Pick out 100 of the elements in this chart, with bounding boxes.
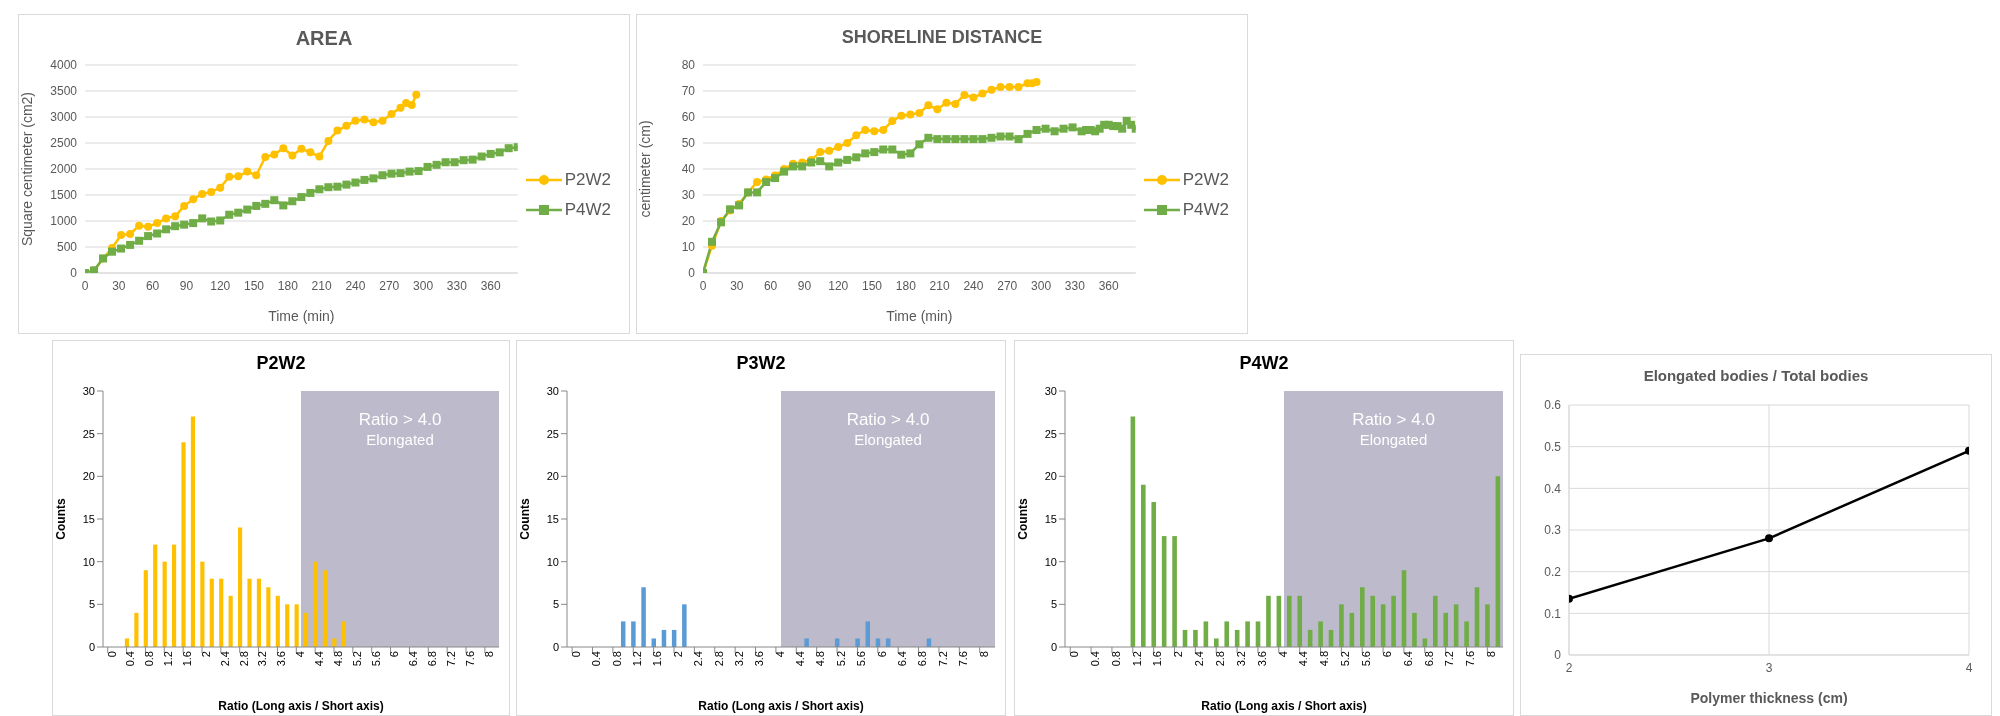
- x-tick-label: 4.8: [814, 651, 827, 667]
- y-tick-label: 25: [1044, 427, 1057, 440]
- point: [207, 217, 216, 226]
- point: [924, 101, 933, 110]
- point: [162, 225, 171, 234]
- y-tick-label: 10: [82, 555, 95, 568]
- x-axis-title: Ratio (Long axis / Short axis): [698, 698, 864, 713]
- y-tick-label: 0.1: [1544, 606, 1562, 621]
- point: [870, 127, 879, 136]
- point: [225, 210, 234, 219]
- bar: [266, 587, 271, 647]
- point: [897, 150, 906, 159]
- bar: [1360, 587, 1365, 647]
- point: [816, 148, 825, 157]
- point: [369, 174, 378, 183]
- point: [960, 135, 969, 144]
- point: [942, 98, 951, 107]
- point: [378, 171, 387, 180]
- x-tick-label: 210: [929, 278, 950, 293]
- bar: [1339, 604, 1344, 647]
- x-tick-label: 90: [179, 278, 194, 293]
- point: [798, 162, 807, 171]
- point: [270, 150, 279, 159]
- band-label: Ratio > 4.0 Elongated: [1352, 410, 1435, 448]
- x-tick-label: 1.2: [162, 651, 175, 667]
- point: [360, 115, 369, 124]
- point: [1014, 83, 1023, 92]
- y-tick-label: 15: [82, 512, 95, 525]
- bar: [238, 527, 243, 647]
- point: [843, 155, 852, 164]
- y-tick-label: 25: [546, 427, 559, 440]
- chart-title: SHORELINE DISTANCE: [840, 27, 1044, 49]
- point: [117, 231, 126, 240]
- x-tick-label: 6.8: [426, 651, 439, 667]
- x-tick-label: 6.4: [896, 651, 908, 667]
- x-tick-label: 5.6: [369, 651, 382, 667]
- bar: [1433, 595, 1438, 647]
- x-tick-label: 360: [1098, 278, 1119, 293]
- x-tick-label: 5.6: [855, 651, 868, 667]
- point: [459, 156, 468, 165]
- point: [180, 201, 189, 210]
- y-tick-label: 0: [688, 266, 696, 281]
- point: [315, 185, 324, 194]
- bar: [1443, 612, 1449, 647]
- y-tick-label: 20: [1044, 470, 1057, 483]
- point: [495, 148, 504, 157]
- point: [387, 169, 396, 178]
- point: [279, 201, 288, 210]
- point: [915, 109, 924, 118]
- point: [342, 121, 351, 130]
- y-tick-label: 30: [681, 188, 696, 203]
- x-axis-title: Polymer thickness (cm): [1690, 689, 1848, 706]
- y-tick-label: 0: [70, 266, 78, 281]
- y-tick-label: 15: [1044, 512, 1057, 525]
- x-tick-label: 210: [311, 278, 332, 293]
- x-tick-label: 180: [277, 278, 299, 293]
- point: [261, 199, 270, 208]
- point: [1032, 126, 1041, 134]
- point: [486, 149, 495, 158]
- y-tick-label: 2500: [50, 136, 78, 151]
- x-tick-label: 0: [569, 651, 582, 658]
- point: [1005, 132, 1014, 141]
- bar: [313, 561, 318, 647]
- y-tick-label: 0.3: [1544, 523, 1562, 538]
- point: [288, 197, 297, 206]
- point: [405, 167, 414, 176]
- point: [450, 158, 459, 167]
- point: [198, 214, 207, 223]
- point: [915, 140, 924, 149]
- point: [324, 183, 333, 192]
- point: [879, 126, 888, 134]
- bar: [200, 561, 205, 647]
- point: [412, 90, 421, 99]
- y-tick-label: 5: [88, 598, 95, 611]
- y-tick-label: 10: [546, 555, 559, 568]
- bar: [1370, 595, 1376, 647]
- y-tick-label: 3500: [50, 84, 78, 99]
- x-tick-label: 120: [828, 278, 849, 293]
- bar: [1318, 621, 1323, 647]
- chart-title: AREA: [294, 27, 354, 51]
- x-tick-label: 0: [105, 651, 118, 658]
- point: [969, 135, 978, 144]
- y-tick-label: 60: [681, 110, 696, 125]
- x-tick-label: 7.2: [444, 651, 457, 667]
- x-tick-label: 4.4: [794, 651, 807, 667]
- bar: [1297, 595, 1303, 647]
- x-tick-label: 0: [1068, 651, 1081, 658]
- point: [189, 219, 198, 228]
- x-tick-label: 6: [875, 651, 888, 658]
- x-axis-title: Ratio (Long axis / Short axis): [1201, 698, 1367, 713]
- point: [189, 195, 198, 204]
- point: [960, 90, 969, 99]
- point: [396, 103, 405, 112]
- x-axis-title: Time (min): [886, 307, 953, 324]
- point: [117, 244, 126, 253]
- x-tick-label: 0.8: [610, 651, 623, 667]
- x-tick-label: 2.8: [1214, 651, 1227, 667]
- point: [333, 182, 342, 191]
- point: [1059, 124, 1068, 133]
- bar: [285, 604, 290, 647]
